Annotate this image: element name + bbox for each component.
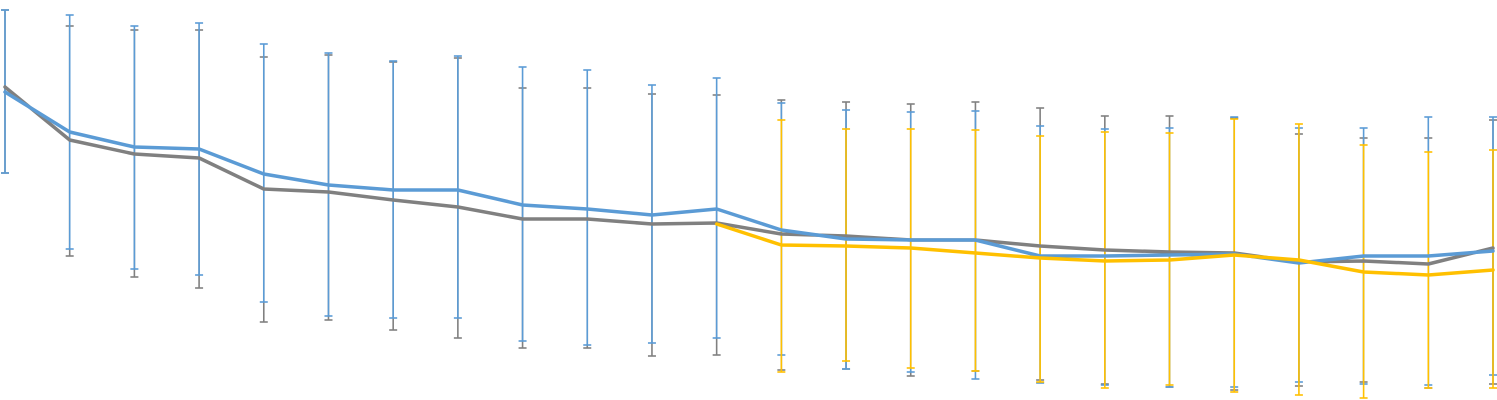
series-lines [3, 85, 1495, 277]
series-line-2 [714, 222, 1495, 277]
series-line-0 [3, 85, 1495, 266]
series-line-1 [3, 90, 1495, 265]
error-bars [1, 9, 1497, 399]
